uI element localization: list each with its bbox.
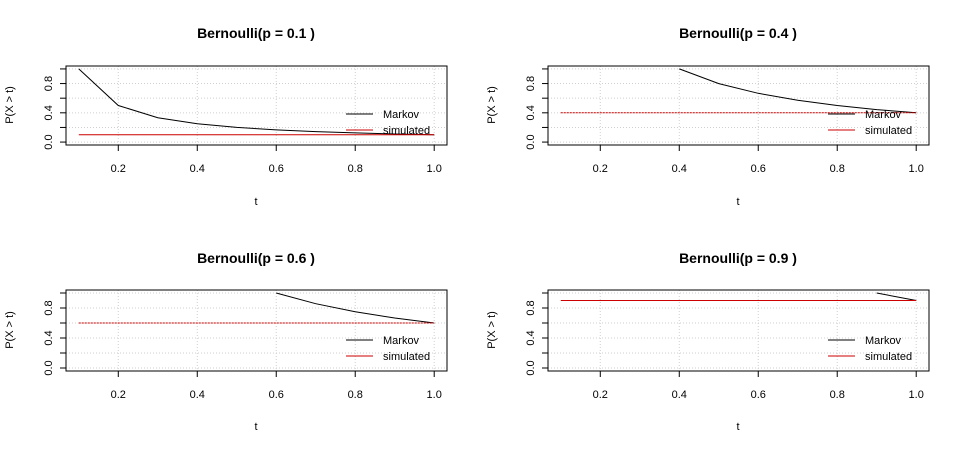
y-tick-label: 0.8 <box>43 300 55 315</box>
y-tick-label: 0.4 <box>525 105 537 120</box>
x-axis-label: t <box>254 196 257 208</box>
panel-title: Bernoulli(p = 0.6 ) <box>197 250 315 266</box>
x-tick-label: 0.8 <box>348 163 363 175</box>
legend-label: Markov <box>865 335 902 347</box>
legend-label: simulated <box>383 125 430 137</box>
y-tick-label: 0.0 <box>43 360 55 375</box>
x-tick-label: 0.8 <box>348 389 363 401</box>
y-tick-label: 0.4 <box>43 330 55 345</box>
y-axis-label: P(X > t) <box>4 311 16 349</box>
legend-label: simulated <box>383 351 430 363</box>
y-tick-label: 0.8 <box>525 300 537 315</box>
x-tick-label: 0.6 <box>751 389 766 401</box>
plot-panel-4: 0.2 0.4 0.6 0.8 1.0 0.0 0.4 0.8 Bernoulli(p = 0.… <box>486 250 929 433</box>
x-tick-label: 0.4 <box>672 163 687 175</box>
series-line-Markov <box>679 69 916 113</box>
legend-label: Markov <box>865 109 902 121</box>
x-tick-label: 1.0 <box>427 163 442 175</box>
plot-panel-3: 0.2 0.4 0.6 0.8 1.0 0.0 0.4 0.8 Bernoulli(p = 0.… <box>4 250 447 433</box>
x-tick-label: 0.2 <box>593 163 608 175</box>
y-tick-label: 0.4 <box>43 105 55 120</box>
legend: Markov simulated <box>346 335 430 363</box>
y-tick-label: 0.0 <box>525 134 537 149</box>
x-tick-label: 0.4 <box>190 389 205 401</box>
x-tick-label: 0.8 <box>830 163 845 175</box>
y-tick-label: 0.8 <box>525 76 537 91</box>
legend: Markov simulated <box>828 335 912 363</box>
x-axis-label: t <box>736 421 739 433</box>
x-tick-label: 0.2 <box>111 163 126 175</box>
panel-title: Bernoulli(p = 0.4 ) <box>679 25 797 41</box>
legend-label: Markov <box>383 335 420 347</box>
y-axis-label: P(X > t) <box>486 86 498 124</box>
x-tick-label: 0.6 <box>751 163 766 175</box>
x-axis-label: t <box>736 196 739 208</box>
series-line-Markov <box>877 293 917 301</box>
x-axis-label: t <box>254 421 257 433</box>
plot-panel-1: 0.2 0.4 0.6 0.8 1.0 0.0 0.4 0.8 Bernoulli(p = 0.… <box>4 25 447 208</box>
panel-title: Bernoulli(p = 0.1 ) <box>197 25 315 41</box>
y-axis-label: P(X > t) <box>4 86 16 124</box>
y-tick-label: 0.8 <box>43 76 55 91</box>
legend-label: simulated <box>865 351 912 363</box>
x-tick-label: 0.2 <box>111 389 126 401</box>
y-axis-label: P(X > t) <box>486 311 498 349</box>
x-tick-label: 1.0 <box>909 163 924 175</box>
x-tick-label: 0.2 <box>593 389 608 401</box>
legend-label: simulated <box>865 125 912 137</box>
series-line-Markov <box>79 69 434 135</box>
y-tick-label: 0.0 <box>525 360 537 375</box>
x-tick-label: 0.4 <box>672 389 687 401</box>
x-tick-label: 1.0 <box>909 389 924 401</box>
y-tick-label: 0.0 <box>43 134 55 149</box>
x-tick-label: 0.8 <box>830 389 845 401</box>
x-tick-label: 0.6 <box>269 163 284 175</box>
y-tick-label: 0.4 <box>525 330 537 345</box>
x-tick-label: 0.4 <box>190 163 205 175</box>
panel-title: Bernoulli(p = 0.9 ) <box>679 250 797 266</box>
plot-panel-2: 0.2 0.4 0.6 0.8 1.0 0.0 0.4 0.8 Bernoulli(p = 0.… <box>486 25 929 208</box>
x-tick-label: 0.6 <box>269 389 284 401</box>
legend-label: Markov <box>383 109 420 121</box>
x-tick-label: 1.0 <box>427 389 442 401</box>
